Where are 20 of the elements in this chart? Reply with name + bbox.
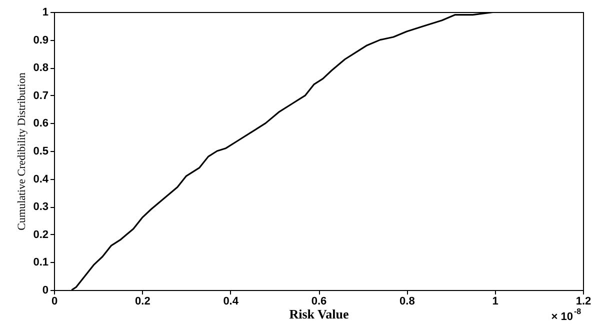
y-tick-label: 0.4 [33, 173, 50, 186]
y-tick-label: 0.1 [33, 256, 48, 269]
y-tick-label: 0.6 [33, 118, 48, 130]
y-tick-label: 0.5 [33, 146, 48, 158]
y-axis-title: Cumulative Credibility Distribution [16, 72, 28, 230]
y-tick-label: 0.8 [33, 62, 48, 74]
x-tick-label: 0.4 [223, 296, 240, 308]
x-tick-label: 0.8 [400, 296, 415, 308]
y-tick-label: 0.7 [33, 90, 48, 102]
y-tick-label: 0 [42, 284, 48, 296]
y-tick-label: 0.9 [33, 34, 48, 46]
x-tick-label: 0.2 [135, 296, 150, 308]
y-tick-label: 0.3 [33, 201, 48, 214]
x-tick-label: 0 [51, 296, 58, 308]
x-tick-label: 1 [492, 296, 498, 308]
x-axis-title: Risk Value [289, 306, 350, 322]
y-tick-label: 0.2 [33, 228, 48, 241]
x-tick-label: 1.2 [576, 296, 592, 308]
x-tick-label: 0.6 [311, 296, 327, 308]
y-tick-label: 1 [42, 6, 48, 18]
